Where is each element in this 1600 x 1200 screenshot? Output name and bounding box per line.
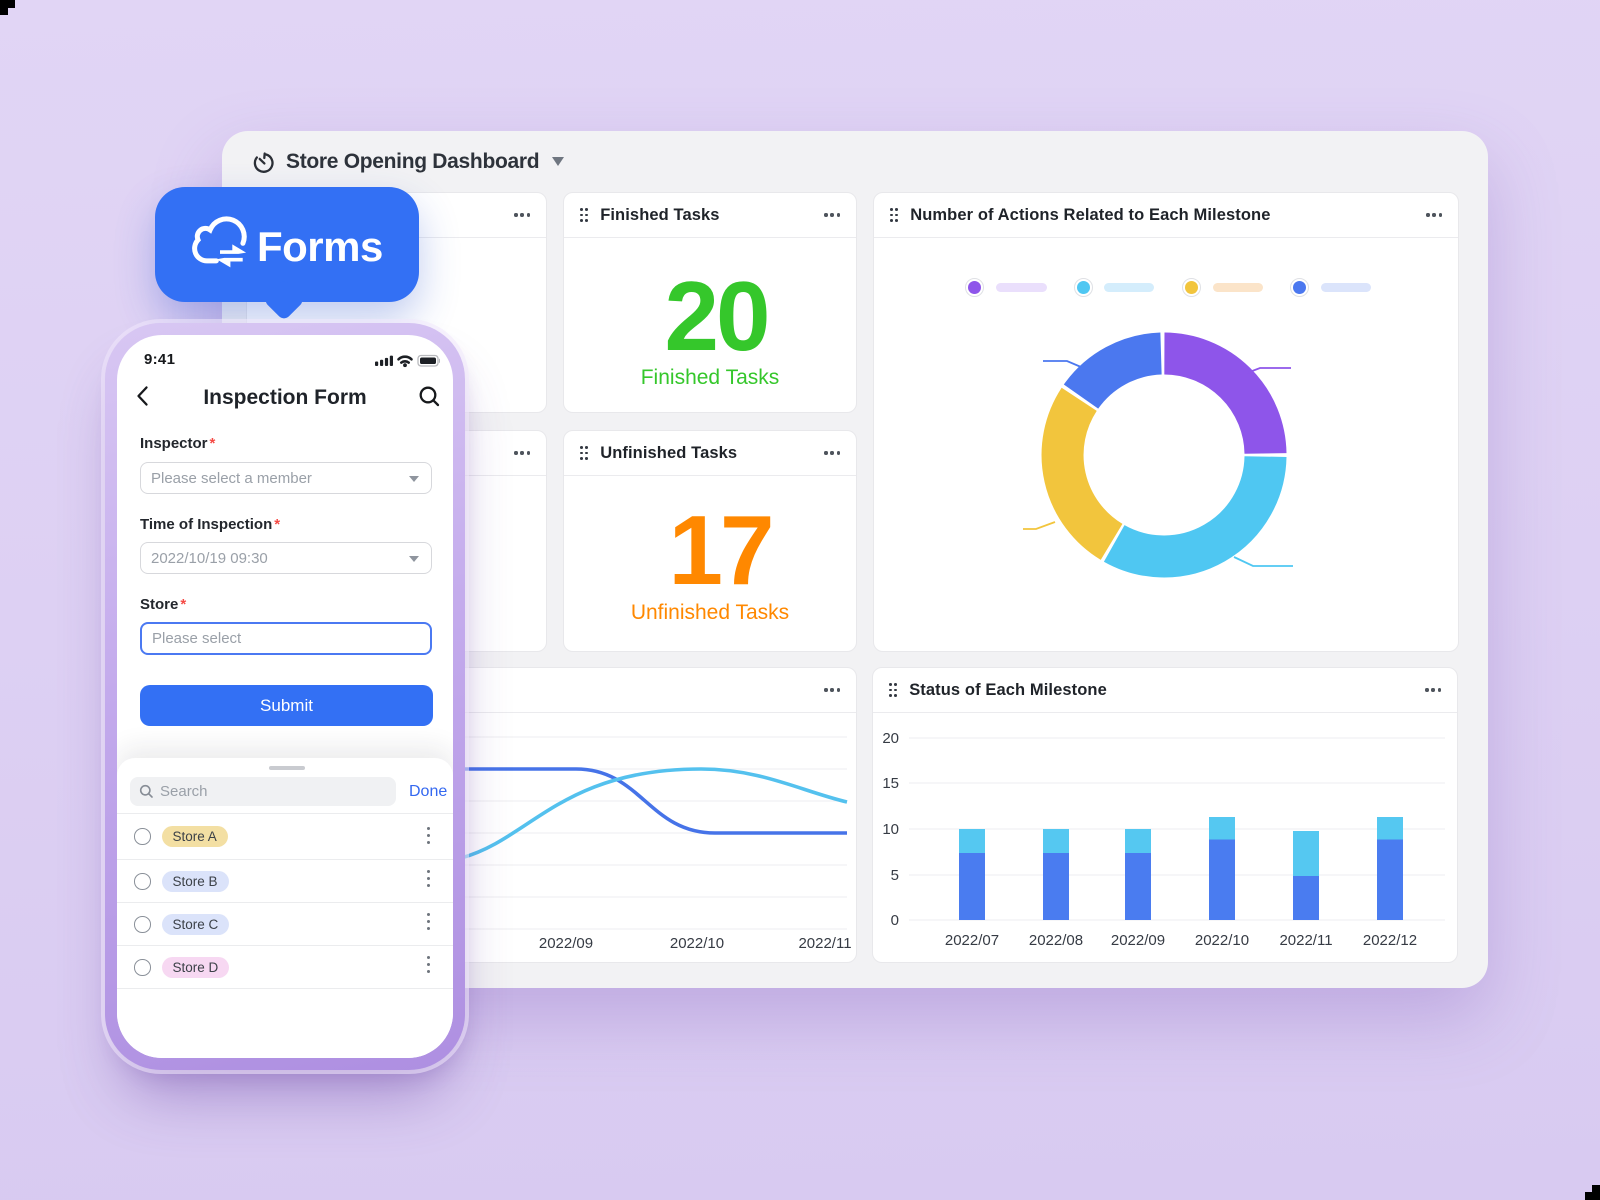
svg-text:2022/08: 2022/08 (1029, 932, 1083, 949)
svg-text:15: 15 (882, 775, 899, 792)
svg-text:10: 10 (882, 821, 899, 838)
svg-text:2022/09: 2022/09 (1111, 932, 1165, 949)
svg-text:2022/09: 2022/09 (539, 935, 593, 952)
svg-text:2022/07: 2022/07 (945, 932, 999, 949)
svg-text:2022/11: 2022/11 (1279, 932, 1332, 949)
svg-text:2022/10: 2022/10 (1195, 932, 1249, 949)
svg-text:20: 20 (882, 730, 899, 747)
svg-text:2022/10: 2022/10 (670, 935, 724, 952)
svg-text:0: 0 (891, 912, 899, 929)
svg-text:2022/12: 2022/12 (1363, 932, 1417, 949)
svg-text:2022/11: 2022/11 (798, 935, 851, 952)
svg-text:5: 5 (891, 867, 899, 884)
